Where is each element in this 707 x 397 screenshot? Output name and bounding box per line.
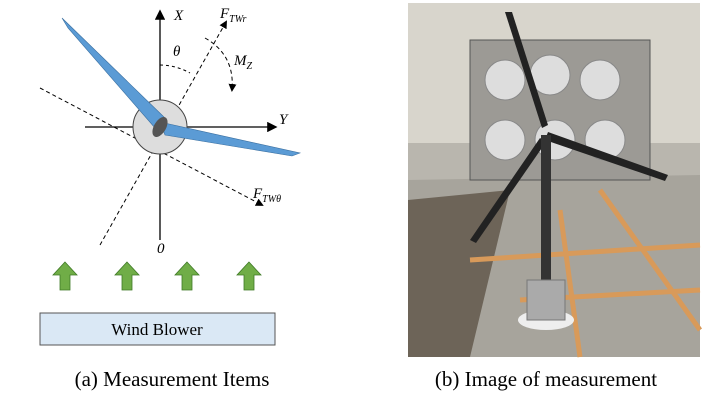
- wind-arrow: [115, 262, 139, 290]
- figure: X Y θ 0 FTWr FTWθ MZ Wind Blower (: [0, 0, 707, 397]
- tower: [541, 135, 551, 285]
- force-label: FTWr: [219, 6, 247, 25]
- moment-arrow: [205, 38, 232, 90]
- wind-arrow: [237, 262, 261, 290]
- angle-arc: [160, 65, 190, 73]
- caption: (a) Measurement Items: [75, 367, 270, 391]
- force-sub: TWθ: [262, 194, 281, 205]
- wind-arrow: [53, 262, 77, 290]
- photo: [408, 3, 700, 357]
- angle-label: θ: [173, 44, 181, 60]
- moment-label: MZ: [233, 53, 253, 72]
- sensor: [527, 280, 565, 320]
- origin-label: 0: [157, 241, 165, 257]
- wind-arrows: [53, 262, 261, 290]
- force-label: FTWθ: [252, 186, 281, 205]
- blade: [62, 18, 165, 128]
- force-sub: TWr: [229, 14, 246, 25]
- moment-sub: Z: [247, 61, 253, 72]
- axis-label: X: [173, 8, 184, 24]
- caption: (b) Image of measurement: [435, 367, 657, 391]
- blower-label: Wind Blower: [111, 320, 203, 339]
- wind-arrow: [175, 262, 199, 290]
- axis-label: Y: [279, 112, 289, 128]
- diagram: X Y θ 0 FTWr FTWθ MZ Wind Blower: [40, 6, 300, 345]
